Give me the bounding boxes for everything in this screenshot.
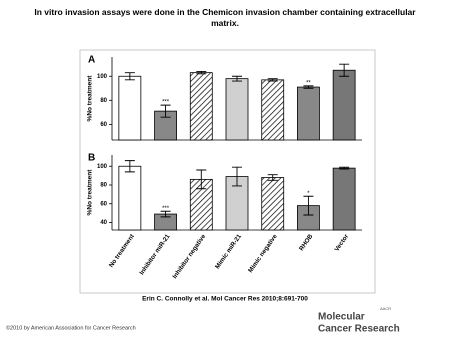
error-bar — [339, 63, 350, 77]
error-bar — [339, 166, 350, 170]
y-tick-label: 60 — [100, 122, 107, 128]
x-tick-label: Inhibitor negative — [171, 233, 207, 280]
panel-label: A — [88, 55, 95, 66]
x-tick-label: RHOB — [298, 233, 315, 253]
y-tick-label: 80 — [100, 183, 107, 189]
bar — [261, 79, 285, 141]
y-tick-label: 60 — [100, 201, 107, 207]
panel-label: B — [88, 153, 95, 164]
y-tick-label: 100 — [97, 74, 108, 80]
bar — [225, 78, 249, 141]
x-tick-label: Mimic negative — [247, 233, 279, 274]
error-bar — [124, 160, 135, 173]
bar — [118, 165, 142, 231]
error-bar — [303, 85, 314, 89]
error-bar — [160, 210, 171, 218]
y-axis-label: %No treatment — [87, 169, 94, 216]
bar — [332, 167, 356, 231]
significance-label: ** — [306, 80, 311, 86]
error-bar — [267, 174, 278, 181]
logo-line2: Cancer Research — [318, 324, 400, 335]
error-bar — [267, 78, 278, 82]
bar — [118, 75, 142, 141]
significance-label: *** — [162, 100, 170, 106]
error-bar — [196, 169, 207, 190]
x-tick-label: Mimic miR-21 — [214, 233, 243, 271]
error-bar — [160, 104, 171, 118]
bar — [261, 177, 285, 231]
bar — [189, 72, 213, 141]
citation: Erin C. Connolly et al. Mol Cancer Res 2… — [142, 296, 308, 303]
error-bar — [232, 166, 242, 187]
error-bar — [124, 72, 135, 81]
y-tick-label: 80 — [100, 98, 107, 104]
y-tick-label: 100 — [97, 164, 108, 170]
slide-title: In vitro invasion assays were done in th… — [34, 7, 416, 28]
significance-label: *** — [162, 206, 170, 212]
significance-label: * — [307, 191, 310, 197]
error-bar — [303, 195, 314, 216]
error-bar — [232, 75, 242, 82]
logo-org: AACR — [380, 306, 391, 311]
bar — [297, 86, 320, 141]
y-tick-label: 40 — [100, 220, 107, 226]
figure-frame — [79, 49, 376, 294]
logo-line1: Molecular — [318, 312, 365, 323]
x-tick-label: No treatment — [108, 232, 137, 269]
copyright: ©2010 by American Association for Cancer… — [6, 324, 136, 331]
y-axis-label: %No treatment — [87, 75, 94, 122]
bar — [332, 69, 356, 141]
x-tick-label: Inhibitor miR-21 — [138, 233, 172, 277]
error-bar — [196, 70, 207, 75]
x-tick-label: Vector — [333, 233, 350, 253]
